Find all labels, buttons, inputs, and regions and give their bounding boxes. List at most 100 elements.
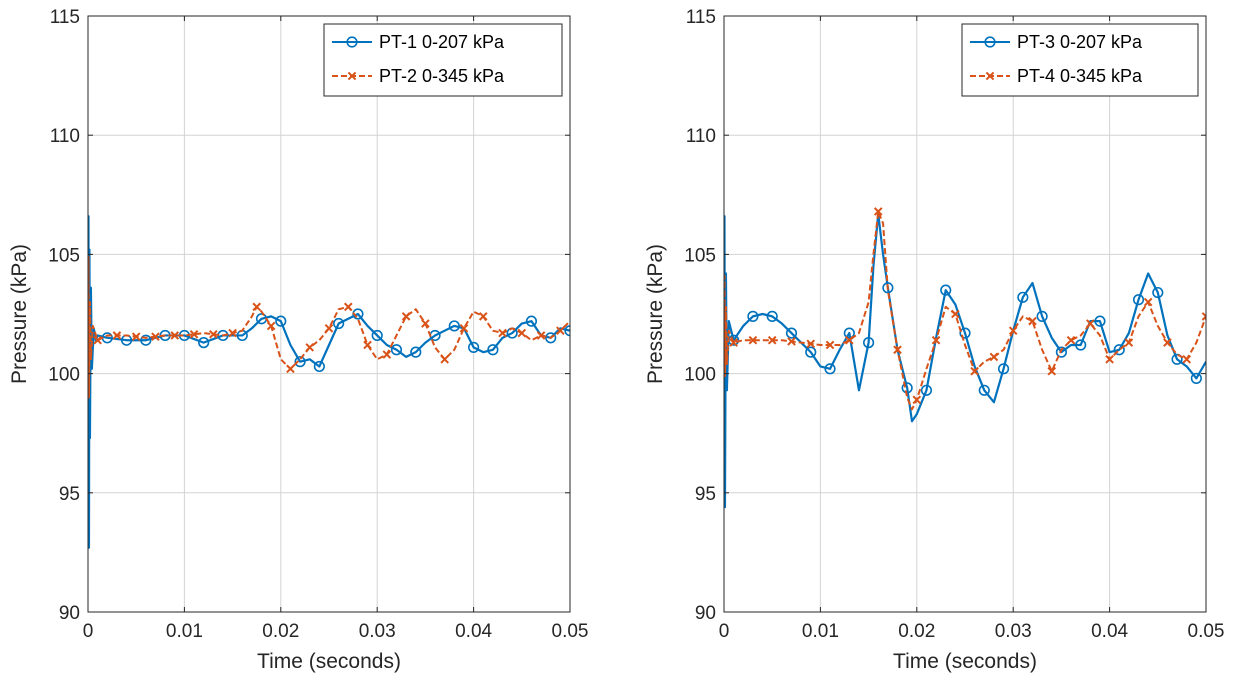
chart-2-y-tick-label: 105 bbox=[684, 245, 716, 266]
chart-2-legend: PT-3 0-207 kPa PT-4 0-345 kPa bbox=[961, 23, 1199, 97]
chart-2-series-1-marker bbox=[1036, 310, 1048, 322]
chart-2-series-1-marker bbox=[862, 337, 875, 349]
chart-1-series-2-marker bbox=[170, 331, 180, 340]
chart-2-legend-marker-1 bbox=[984, 36, 996, 48]
chart-1-series-1-marker bbox=[468, 341, 480, 353]
chart-1-y-tick-label: 110 bbox=[50, 126, 80, 147]
chart-1-series-2-marker bbox=[252, 302, 262, 312]
chart-2-series-2-marker bbox=[748, 335, 758, 345]
chart-2-x-tick-label: 0.05 bbox=[1188, 621, 1225, 642]
chart-2-series-1-marker bbox=[805, 346, 817, 358]
chart-2-series-1-marker bbox=[1113, 344, 1125, 356]
chart-1-legend: PT-1 0-207 kPa PT-2 0-345 kPa bbox=[323, 23, 563, 97]
chart-1-series-2-marker bbox=[112, 331, 122, 340]
chart-2-series-2-marker bbox=[825, 340, 835, 350]
chart-2-x-tick-label: 0.04 bbox=[1091, 621, 1128, 642]
chart-2-x-tick-label: 0.02 bbox=[898, 621, 935, 642]
chart-2-series-1-line bbox=[724, 212, 1206, 509]
chart-2-series-1-marker bbox=[1075, 339, 1087, 351]
chart-2-series-1-marker bbox=[1094, 315, 1106, 327]
chart-2-series-2-marker bbox=[1086, 319, 1095, 328]
chart-1-series-2-marker bbox=[93, 335, 102, 345]
chart-2-series-1-marker bbox=[1190, 372, 1202, 384]
chart-1-x-tick-label: 0.03 bbox=[359, 621, 396, 642]
chart-2-series-1-marker bbox=[959, 327, 971, 339]
chart-2-legend-label-1: PT-3 0-207 kPa bbox=[1017, 32, 1143, 52]
chart-1-x-tick-label: 0.02 bbox=[262, 621, 299, 642]
chart-2-x-tick-label: 0 bbox=[719, 621, 730, 642]
chart-1-series-1-marker bbox=[410, 346, 422, 358]
chart-2-series-1-marker bbox=[843, 327, 855, 339]
chart-1-series-1-marker bbox=[313, 360, 325, 373]
chart-1-x-tick-label: 0.01 bbox=[166, 621, 203, 642]
chart-1-x-tick-label: 0 bbox=[83, 621, 94, 642]
chart-1-series-2-marker bbox=[286, 364, 295, 374]
chart-2-series-2-marker bbox=[1182, 354, 1192, 364]
chart-2-series-1-marker bbox=[747, 310, 759, 322]
chart-1-series-1-marker bbox=[564, 325, 570, 337]
chart-2-series-1-marker bbox=[978, 384, 990, 396]
chart-1-y-tick-label: 105 bbox=[48, 245, 80, 266]
chart-2-series-1-marker bbox=[940, 284, 952, 296]
chart-2-y-tick-label: 95 bbox=[695, 484, 716, 505]
chart-2-series-2-marker bbox=[1163, 338, 1172, 347]
chart-2-series-2-marker bbox=[1008, 326, 1018, 335]
chart-2-series-2-marker bbox=[729, 338, 738, 347]
chart-2-y-tick-label: 100 bbox=[684, 365, 716, 386]
chart-1-series-1-marker bbox=[371, 329, 383, 342]
chart-2-series-2-marker bbox=[767, 335, 777, 345]
chart-2-x-tick-label: 0.03 bbox=[995, 621, 1032, 642]
chart-1-series-2-marker bbox=[556, 326, 565, 335]
chart-1-series-1-marker bbox=[333, 317, 345, 330]
chart-1-x-tick-label: 0.04 bbox=[455, 621, 492, 642]
chart-1-series-1-marker bbox=[140, 334, 152, 346]
chart-2-series-1-marker bbox=[997, 363, 1010, 375]
chart-1-plot-area bbox=[88, 16, 570, 612]
chart-1-legend-label-1: PT-1 0-207 kPa bbox=[379, 32, 505, 52]
chart-2-series-1-marker bbox=[1132, 294, 1145, 306]
chart-1-series-2-marker bbox=[517, 328, 527, 338]
chart-1-series-1-marker bbox=[487, 344, 499, 356]
chart-1-legend-marker-2 bbox=[347, 71, 357, 81]
chart-2-series-2-marker bbox=[787, 337, 796, 346]
chart-1-series-1-marker bbox=[545, 332, 557, 344]
chart-2-x-axis-label: Time (seconds) bbox=[893, 650, 1037, 673]
chart-1-series-2-marker bbox=[151, 332, 160, 341]
chart-2-series-2-marker bbox=[845, 335, 854, 345]
chart-2-series-1-marker bbox=[1055, 346, 1067, 358]
chart-2-series-2-marker bbox=[806, 339, 816, 349]
chart-2-series-1-marker bbox=[1152, 286, 1164, 299]
chart-2-series-2-marker bbox=[951, 309, 960, 319]
chart-1-series-2-marker bbox=[343, 302, 353, 312]
chart-2-series-2 bbox=[724, 207, 1206, 411]
chart-2-series-2-marker bbox=[912, 395, 922, 405]
chart-2-legend-marker-2 bbox=[985, 71, 995, 81]
chart-1-series-2-marker bbox=[478, 312, 488, 321]
chart-2-series-1-marker bbox=[882, 282, 894, 294]
chart-2-series-2-marker bbox=[970, 366, 979, 376]
chart-1-series-2-marker bbox=[459, 323, 469, 333]
chart-1: 0 0.01 0.02 0.03 0.04 0.05 90 95 100 105 110 115 Tim… bbox=[8, 7, 588, 673]
chart-1-series-2 bbox=[88, 255, 570, 399]
chart-1-series-2-marker bbox=[536, 331, 546, 340]
chart-1-y-tick-label: 100 bbox=[48, 365, 80, 386]
chart-2-axes-box bbox=[723, 15, 1207, 613]
chart-2-series-2-marker bbox=[1105, 354, 1114, 364]
chart-2-series-2-marker bbox=[873, 207, 883, 216]
chart-2-series-1-marker bbox=[920, 384, 933, 396]
chart-2-series-2-marker bbox=[931, 335, 941, 345]
chart-2-legend-label-2: PT-4 0-345 kPa bbox=[1017, 66, 1143, 86]
chart-2-y-axis-label: Pressure (kPa) bbox=[644, 244, 667, 384]
chart-1-y-tick-label: 115 bbox=[50, 7, 80, 28]
chart-1-x-tick-label: 0.05 bbox=[552, 621, 589, 642]
chart-1-series-2-marker bbox=[401, 312, 411, 321]
chart-2-series-2-marker bbox=[1066, 335, 1076, 345]
chart-2-series-1-marker bbox=[766, 310, 778, 322]
chart-2-series-2-marker bbox=[1028, 316, 1037, 326]
chart-2-series-1-marker bbox=[1171, 353, 1183, 365]
chart-2-y-tick-label: 115 bbox=[686, 7, 716, 28]
chart-1-y-tick-label: 95 bbox=[59, 484, 80, 505]
chart-2-series-2-marker bbox=[1124, 338, 1134, 347]
chart-2: 0 0.01 0.02 0.03 0.04 0.05 90 95 100 105 110 115 Tim… bbox=[644, 7, 1224, 673]
chart-2-series-2-marker bbox=[989, 352, 999, 362]
